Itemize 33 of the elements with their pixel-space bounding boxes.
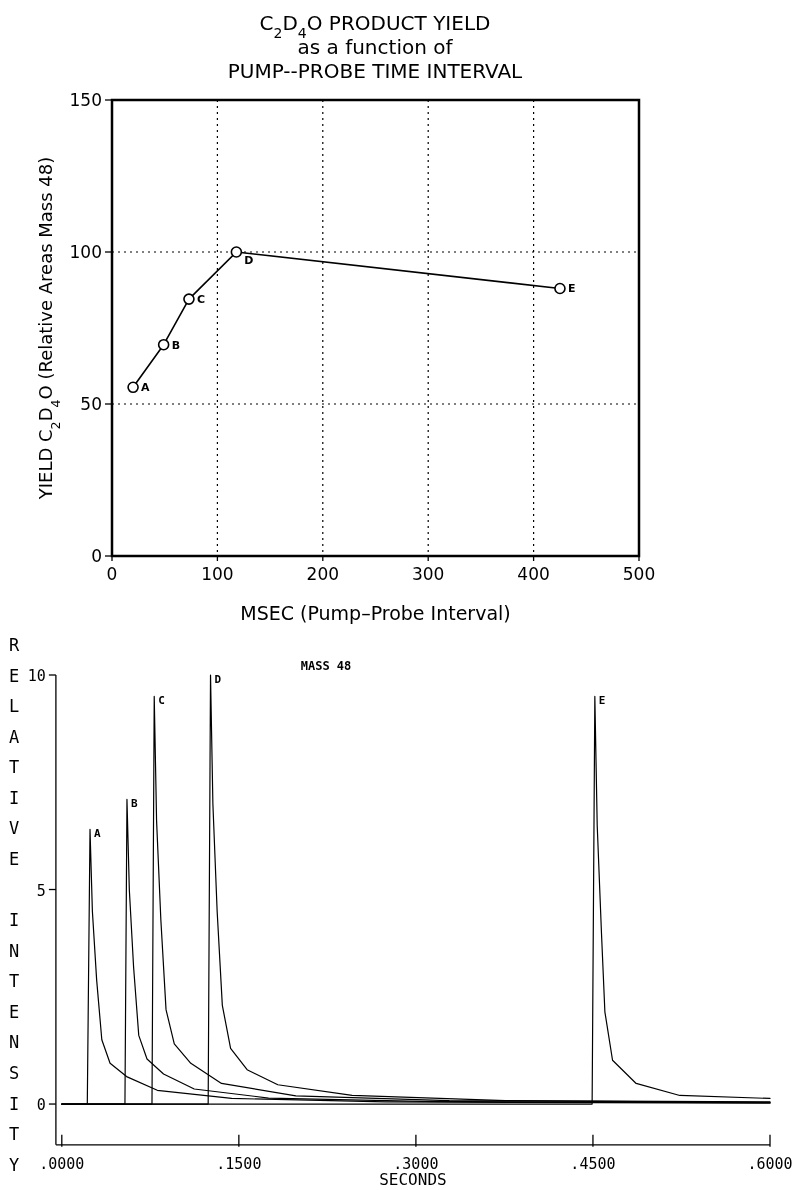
annotation: A (94, 827, 102, 841)
y-tick-label: 5 (36, 881, 46, 900)
x-tick-label: 300 (411, 564, 445, 584)
y-tick-label: 100 (69, 242, 102, 262)
x-tick-label: .1500 (216, 1154, 262, 1173)
text: RELATIVE INTENSITY (8, 635, 20, 1175)
annotation: D (214, 673, 222, 686)
annotation: A (141, 381, 151, 395)
x-tick-label: .6000 (747, 1154, 793, 1173)
x-tick-label: .4500 (570, 1154, 616, 1173)
x-tick-label: 500 (622, 564, 656, 584)
x-tick-label: 400 (517, 564, 550, 584)
annotation: C (158, 694, 165, 708)
y-tick-label: 0 (36, 1096, 46, 1115)
y-tick-label: 50 (80, 394, 102, 414)
x-tick-label: 100 (201, 564, 234, 584)
x-axis-title: SECONDS (379, 1170, 447, 1189)
chart-title: MASS 48 (300, 659, 352, 673)
x-tick-label: 0 (106, 564, 118, 584)
x-tick-label: 200 (306, 564, 340, 584)
annotation: B (171, 338, 181, 352)
annotation: E (598, 694, 606, 708)
x-tick-label: .0000 (39, 1154, 85, 1173)
annotation: C (196, 293, 206, 307)
y-tick-label: 0 (91, 546, 102, 566)
y-tick-label: 10 (27, 667, 46, 685)
x-axis-title: MSEC (Pump–Probe Interval) (240, 602, 511, 624)
annotation: B (130, 797, 138, 811)
chart-title: C$_{2}$D$_{4}$O PRODUCT YIELD as a function of PUMP--PROBE TIME INTERVAL (227, 11, 524, 83)
x-tick-label: .3000 (393, 1154, 439, 1173)
annotation: E (567, 282, 576, 296)
annotation: D (244, 254, 254, 267)
y-tick-label: 150 (69, 90, 102, 110)
